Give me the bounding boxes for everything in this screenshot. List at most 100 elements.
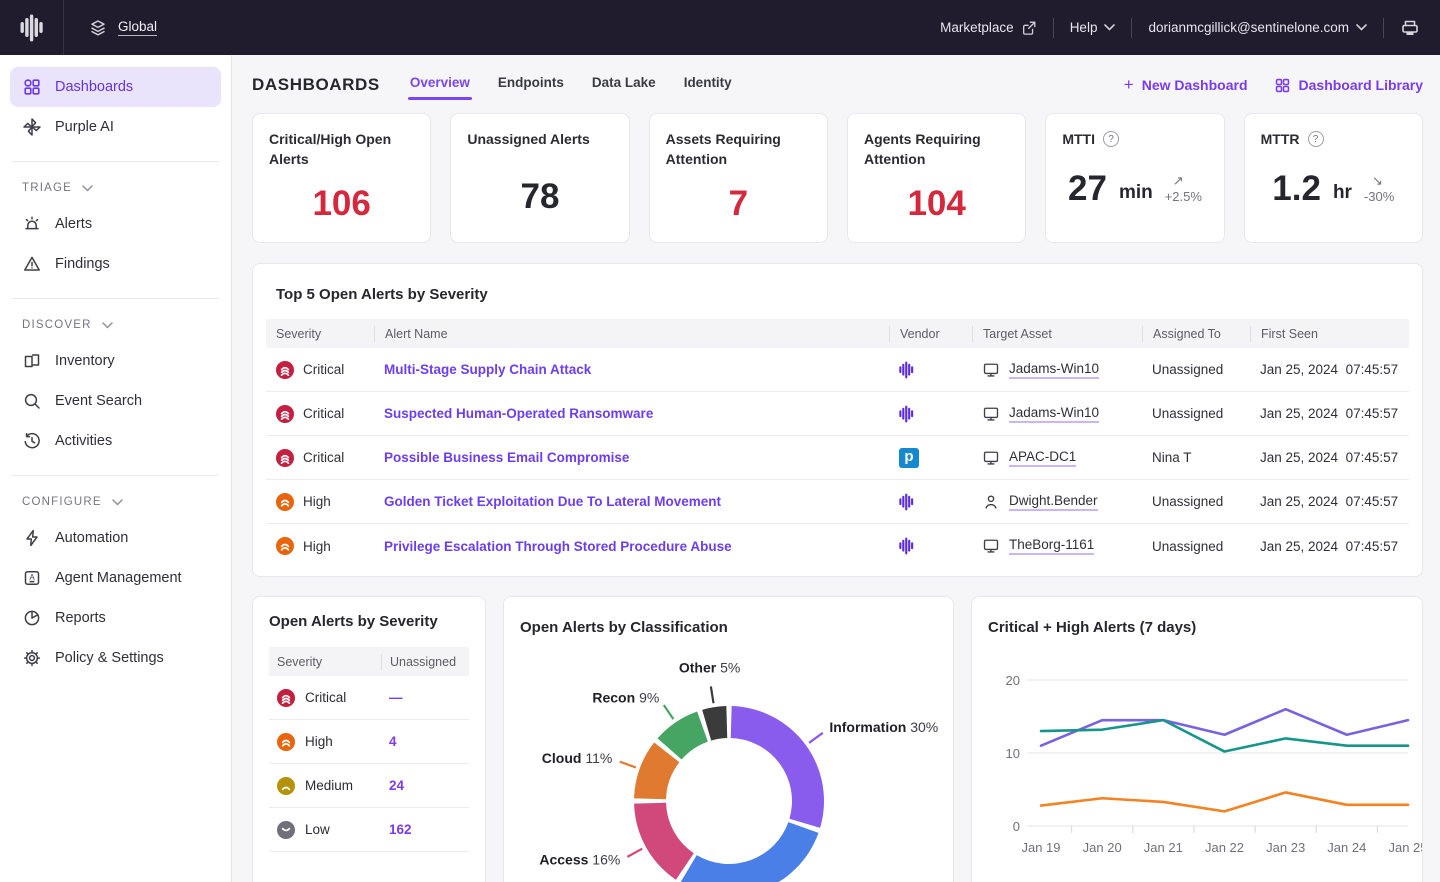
sidebar-item-reports[interactable]: Reports <box>10 598 221 638</box>
alerts-line-chart[interactable]: 20100Jan 19Jan 20Jan 21Jan 22Jan 23Jan 2… <box>972 597 1423 882</box>
kpi-assets-requiring-attention[interactable]: Assets Requiring Attention 7 <box>649 113 828 243</box>
printer-icon[interactable] <box>1400 18 1420 38</box>
table-row[interactable]: High 4 <box>269 720 469 764</box>
alert-name-link[interactable]: Golden Ticket Exploitation Due To Latera… <box>384 494 721 509</box>
table-row[interactable]: Critical — <box>269 676 469 720</box>
sentinelone-vendor-icon[interactable] <box>899 493 914 511</box>
new-dashboard-label: New Dashboard <box>1142 77 1248 93</box>
table-row[interactable]: Critical Possible Business Email Comprom… <box>266 436 1409 480</box>
donut-slice-information[interactable] <box>731 706 824 828</box>
table-row[interactable]: Medium 24 <box>269 764 469 808</box>
dashboard-library-button[interactable]: Dashboard Library <box>1274 77 1423 94</box>
new-dashboard-button[interactable]: + New Dashboard <box>1124 75 1248 95</box>
critical-severity-icon <box>277 689 295 707</box>
sidebar-section-triage[interactable]: TRIAGE <box>10 176 221 204</box>
kpi-critical-high-open-alerts[interactable]: Critical/High Open Alerts 106 <box>252 113 431 243</box>
alert-name-link[interactable]: Multi-Stage Supply Chain Attack <box>384 362 591 377</box>
search-icon <box>22 391 42 411</box>
help-icon[interactable]: ? <box>1103 131 1119 147</box>
sidebar-item-dashboards[interactable]: Dashboards <box>10 67 221 107</box>
unassigned-count-link[interactable]: 4 <box>389 734 397 749</box>
sidebar-item-event-search[interactable]: Event Search <box>10 381 221 421</box>
severity-label: Critical <box>303 450 344 465</box>
sidebar-item-agent-management[interactable]: A Agent Management <box>10 558 221 598</box>
sentinelone-vendor-icon[interactable] <box>899 405 914 423</box>
unassigned-count-link[interactable]: 162 <box>389 822 412 837</box>
sidebar-item-alerts[interactable]: Alerts <box>10 204 221 244</box>
tab-data-lake[interactable]: Data Lake <box>592 67 656 104</box>
first-seen-value: Jan 25, 2024 07:45:57 <box>1260 494 1398 509</box>
sidebar-item-purple-ai[interactable]: Purple AI <box>10 107 221 147</box>
kpi-unit: min <box>1119 182 1153 206</box>
kpi-value: 104 <box>864 184 1009 224</box>
target-asset-link[interactable]: TheBorg-1161 <box>1009 537 1094 555</box>
sidebar-section-configure[interactable]: CONFIGURE <box>10 490 221 518</box>
severity-label: Low <box>305 822 330 837</box>
chevron-down-icon <box>1356 24 1367 31</box>
page-title: DASHBOARDS <box>252 75 380 95</box>
kpi-mtti[interactable]: MTTI ? 27 min ↗ +2.5% <box>1045 113 1224 243</box>
donut-label: Cloud 11% <box>542 750 613 766</box>
kpi-agents-requiring-attention[interactable]: Agents Requiring Attention 104 <box>847 113 1026 243</box>
sidebar-item-policy-settings[interactable]: Policy & Settings <box>10 638 221 678</box>
sidebar-item-activities[interactable]: Activities <box>10 421 221 461</box>
sidebar-item-automation[interactable]: Automation <box>10 518 221 558</box>
help-menu[interactable]: Help <box>1070 20 1116 35</box>
table-row[interactable]: High Privilege Escalation Through Stored… <box>266 524 1409 568</box>
scope-layers-icon[interactable] <box>88 18 108 38</box>
help-icon[interactable]: ? <box>1308 131 1324 147</box>
dashboard-library-grid-icon <box>1274 77 1291 94</box>
critical-severity-icon <box>276 449 294 467</box>
inventory-ledger-icon <box>22 351 42 371</box>
tab-endpoints[interactable]: Endpoints <box>498 67 564 104</box>
proofpoint-vendor-icon[interactable]: p <box>899 448 919 468</box>
open-alerts-by-classification-card: Open Alerts by Classification Informatio… <box>503 596 954 882</box>
line-series-orange <box>1041 792 1408 811</box>
kpi-mttr[interactable]: MTTR ? 1.2 hr ↘ -30% <box>1244 113 1423 243</box>
scope-selector[interactable]: Global <box>118 19 157 36</box>
critical-severity-icon <box>276 405 294 423</box>
table-row[interactable]: Low 162 <box>269 808 469 852</box>
col-first-seen: First Seen <box>1250 326 1409 342</box>
target-asset-link[interactable]: APAC-DC1 <box>1009 449 1076 467</box>
unassigned-count-link[interactable]: 24 <box>389 778 404 793</box>
target-asset-link[interactable]: Jadams-Win10 <box>1009 405 1099 423</box>
tab-overview[interactable]: Overview <box>410 67 470 104</box>
donut-slice-unlabeled[interactable] <box>680 822 818 882</box>
table-row[interactable]: Critical Suspected Human-Operated Ransom… <box>266 392 1409 436</box>
assigned-to-value: Unassigned <box>1152 406 1223 421</box>
marketplace-link[interactable]: Marketplace <box>940 20 1037 36</box>
unassigned-count-link[interactable]: — <box>389 690 403 705</box>
donut-slice-access[interactable] <box>634 803 694 880</box>
help-label: Help <box>1070 20 1098 35</box>
user-account-menu[interactable]: dorianmcgillick@sentinelone.com <box>1148 20 1367 35</box>
kpi-label: Critical/High Open Alerts <box>269 129 414 170</box>
sidebar-item-label: Reports <box>55 610 106 626</box>
endpoint-monitor-icon <box>982 361 1000 379</box>
kpi-value: 7 <box>666 184 811 224</box>
sentinelone-logo[interactable] <box>0 0 64 55</box>
donut-slice-other[interactable] <box>702 706 727 741</box>
target-asset-link[interactable]: Jadams-Win10 <box>1009 361 1099 379</box>
classification-donut-chart[interactable]: Information 30%Access 16%Cloud 11%Recon … <box>504 597 954 882</box>
kpi-unassigned-alerts[interactable]: Unassigned Alerts 78 <box>450 113 629 243</box>
severity-label: High <box>303 494 331 509</box>
sidebar-section-discover[interactable]: DISCOVER <box>10 313 221 341</box>
sentinelone-vendor-icon[interactable] <box>899 537 914 555</box>
alerts-siren-icon <box>22 214 42 234</box>
alert-name-link[interactable]: Possible Business Email Compromise <box>384 450 629 465</box>
target-asset-link[interactable]: Dwight.Bender <box>1009 493 1098 511</box>
sentinelone-vendor-icon[interactable] <box>899 361 914 379</box>
kpi-value: 1.2 <box>1272 171 1321 206</box>
tab-identity[interactable]: Identity <box>684 67 732 104</box>
alert-name-link[interactable]: Suspected Human-Operated Ransomware <box>384 406 653 421</box>
table-row[interactable]: High Golden Ticket Exploitation Due To L… <box>266 480 1409 524</box>
table-row[interactable]: Critical Multi-Stage Supply Chain Attack… <box>266 348 1409 392</box>
kpi-label: Agents Requiring Attention <box>864 129 1009 170</box>
sidebar-item-inventory[interactable]: Inventory <box>10 341 221 381</box>
dashboard-tabs: Overview Endpoints Data Lake Identity <box>410 67 732 104</box>
kpi-label: MTTR <box>1261 129 1300 149</box>
section-title: DISCOVER <box>22 319 92 331</box>
sidebar-item-findings[interactable]: Findings <box>10 244 221 284</box>
alert-name-link[interactable]: Privilege Escalation Through Stored Proc… <box>384 539 732 554</box>
